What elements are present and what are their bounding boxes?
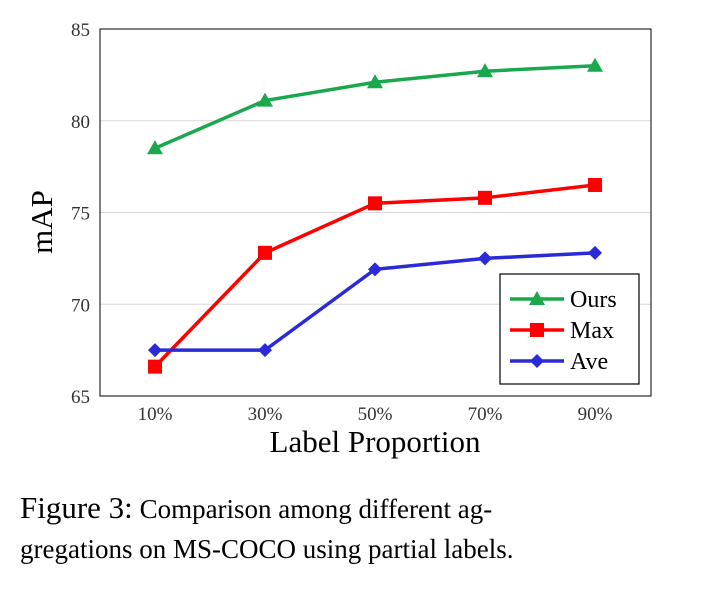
x-tick-label: 70% <box>468 404 503 425</box>
data-point-ave <box>588 245 602 260</box>
x-axis-label: Label Proportion <box>270 424 481 459</box>
legend-marker-ours <box>529 291 545 305</box>
data-point-max <box>148 359 162 374</box>
data-point-ave <box>368 262 382 277</box>
caption-text-2: gregations on MS-COCO using partial labe… <box>20 534 514 564</box>
x-tick-labels: 10% 30% 50% 70% 90% <box>138 404 613 425</box>
data-point-max <box>478 190 492 205</box>
figure-caption: Figure 3: Comparison among different ag-… <box>20 488 700 569</box>
y-tick-label: 65 <box>71 387 90 408</box>
legend-label-ours: Ours <box>570 287 617 313</box>
x-tick-label: 30% <box>248 404 283 425</box>
legend: Ours Max Ave <box>499 273 640 385</box>
data-point-ours <box>147 140 163 155</box>
data-point-max <box>258 245 272 260</box>
data-point-ours <box>477 63 493 78</box>
y-tick-label: 85 <box>71 20 90 41</box>
caption-line-1: Figure 3: Comparison among different ag- <box>20 488 700 529</box>
legend-marker-max <box>530 323 544 337</box>
data-point-ours <box>367 74 383 89</box>
caption-text-1: Comparison among different ag- <box>139 494 493 524</box>
y-tick-labels: 65 70 75 80 85 <box>71 20 90 408</box>
legend-marker-ave <box>530 354 544 368</box>
data-point-ave <box>478 251 492 266</box>
plot-frame <box>99 28 652 397</box>
data-point-ave <box>148 343 162 358</box>
figure-label: Figure 3: <box>20 490 133 525</box>
y-axis-label: mAP <box>24 190 59 254</box>
data-point-max <box>368 196 382 211</box>
data-point-ours <box>257 92 273 107</box>
y-tick-label: 75 <box>71 204 90 225</box>
line-chart: 65 70 75 80 85 10% 30% 50% 70% 90% Label Proport… <box>24 20 652 459</box>
y-tick-label: 80 <box>71 112 90 133</box>
y-tick-label: 70 <box>71 295 90 316</box>
x-tick-label: 50% <box>358 404 393 425</box>
legend-label-ave: Ave <box>570 349 608 375</box>
data-point-ave <box>258 343 272 358</box>
data-point-max <box>588 177 602 192</box>
data-point-ours <box>587 57 603 72</box>
series-group <box>147 57 603 374</box>
x-tick-label: 10% <box>138 404 173 425</box>
legend-label-max: Max <box>570 318 614 344</box>
x-tick-label: 90% <box>578 404 613 425</box>
